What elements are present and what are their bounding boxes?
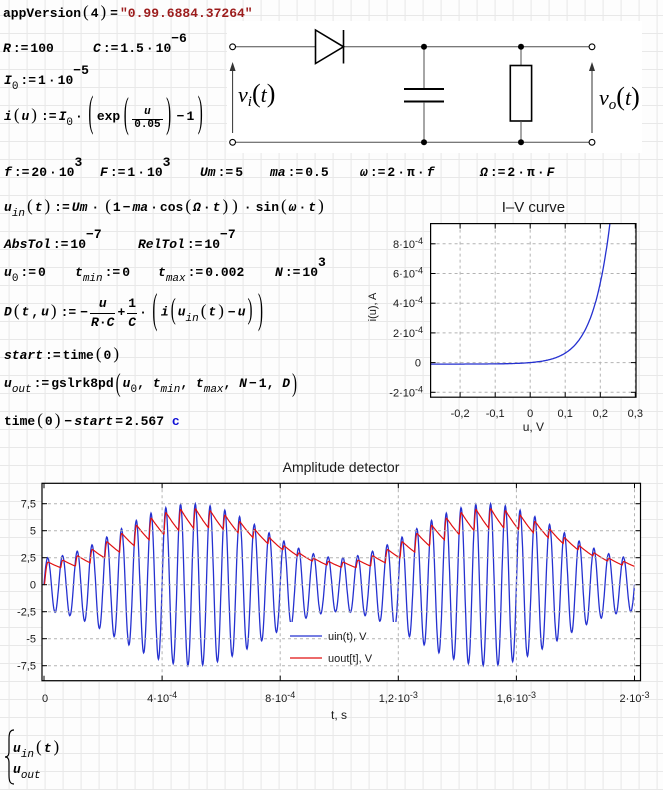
svg-text:0,1: 0,1 — [558, 408, 573, 420]
svg-text:-2,5: -2,5 — [17, 607, 36, 619]
svg-text:vi(t): vi(t) — [238, 79, 275, 110]
svg-text:2·10-3: 2·10-3 — [619, 690, 649, 705]
svg-text:-5: -5 — [26, 634, 36, 646]
svg-text:0: 0 — [527, 408, 533, 420]
svg-text:Amplitude detector: Amplitude detector — [283, 459, 400, 475]
svg-text:5: 5 — [30, 526, 36, 538]
svg-text:7,5: 7,5 — [21, 499, 36, 511]
svg-text:t, s: t, s — [331, 708, 347, 722]
svg-text:0,2: 0,2 — [593, 408, 608, 420]
svg-text:uin(t), V: uin(t), V — [328, 631, 367, 643]
svg-text:0,3: 0,3 — [628, 408, 643, 420]
svg-text:u, V: u, V — [523, 420, 544, 434]
svg-text:6·10-4: 6·10-4 — [393, 266, 423, 281]
svg-text:-7,5: -7,5 — [17, 661, 36, 673]
svg-text:0: 0 — [415, 358, 421, 370]
svg-text:uout[t], V: uout[t], V — [328, 653, 373, 665]
svg-text:4·10-4: 4·10-4 — [393, 295, 423, 310]
svg-text:-0,2: -0,2 — [451, 408, 470, 420]
svg-text:vo(t): vo(t) — [599, 82, 640, 113]
svg-text:2,5: 2,5 — [21, 553, 36, 565]
svg-text:8·10-4: 8·10-4 — [393, 236, 423, 251]
svg-text:I–V curve: I–V curve — [502, 199, 565, 216]
svg-text:i(u), A: i(u), A — [367, 292, 379, 321]
svg-text:0: 0 — [30, 580, 36, 592]
svg-text:1,2·10-3: 1,2·10-3 — [379, 690, 418, 705]
svg-text:2·10-4: 2·10-4 — [393, 325, 423, 340]
svg-text:4·10-4: 4·10-4 — [147, 690, 177, 705]
svg-text:8·10-4: 8·10-4 — [265, 690, 295, 705]
svg-text:1,6·10-3: 1,6·10-3 — [497, 690, 536, 705]
svg-text:-2·10-4: -2·10-4 — [389, 384, 423, 399]
svg-text:0: 0 — [42, 693, 48, 705]
svg-text:-0,1: -0,1 — [486, 408, 505, 420]
